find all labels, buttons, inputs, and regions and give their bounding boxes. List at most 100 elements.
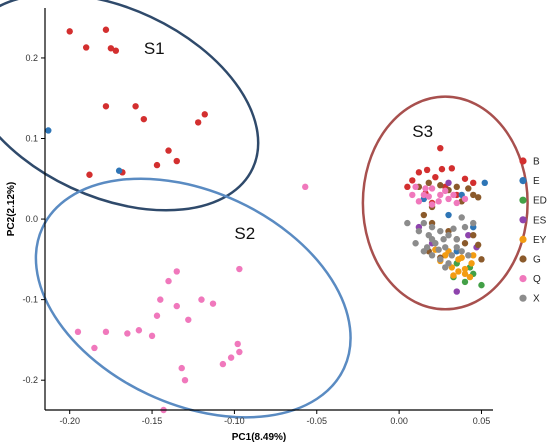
point-e (445, 211, 452, 219)
point-b (86, 171, 93, 178)
point-q (219, 360, 227, 368)
legend-label-b: B (533, 157, 540, 168)
point-q (428, 185, 436, 192)
x-axis-ticks: -0.20 -0.15 -0.10 -0.05 0.00 0.05 (59, 410, 490, 426)
point-x (445, 231, 452, 239)
point-b (201, 111, 208, 118)
cluster-ellipses (0, 0, 529, 419)
point-b (82, 44, 90, 51)
axes: -0.20 -0.15 -0.10 -0.05 0.00 0.05 -0.2 -0.1 0.0… (6, 8, 493, 443)
point-q (420, 191, 428, 199)
point-x (465, 252, 472, 259)
x-tick-label: 0.00 (390, 416, 408, 426)
point-ed (478, 281, 485, 289)
point-ey (450, 272, 457, 279)
point-q (425, 193, 432, 200)
legend: BE ED ES EY GQX (519, 157, 547, 305)
point-es (445, 179, 452, 187)
point-q (450, 191, 457, 199)
legend-swatch-ed (519, 196, 527, 204)
point-q (148, 332, 156, 340)
point-q (234, 340, 241, 348)
point-b (112, 47, 120, 54)
y-tick-label: 0.1 (25, 134, 38, 144)
x-tick-label: -0.10 (224, 416, 245, 426)
point-b (470, 179, 477, 187)
x-tick-label: -0.15 (142, 416, 163, 426)
legend-label-ey: EY (533, 235, 547, 246)
point-x (428, 223, 436, 231)
point-b (132, 103, 139, 110)
point-b (423, 166, 431, 174)
legend-label-x: X (533, 294, 540, 305)
point-ey (470, 252, 477, 259)
point-x (453, 244, 460, 251)
cluster-ellipse-s1 (0, 0, 260, 212)
point-g (470, 231, 477, 239)
point-e (45, 127, 52, 134)
legend-swatch-g (519, 255, 527, 263)
point-q (415, 198, 423, 205)
legend-swatch-b (519, 157, 527, 165)
point-x (458, 248, 465, 255)
point-x (440, 236, 447, 243)
point-b (432, 173, 439, 181)
point-b (194, 119, 202, 126)
point-q (236, 348, 243, 356)
point-b (165, 147, 172, 154)
cluster-label-s3: S3 (412, 122, 433, 141)
cluster-label-s1: S1 (144, 39, 165, 58)
point-q (135, 327, 143, 334)
x-tick-label: -0.05 (307, 416, 328, 426)
point-b (415, 169, 423, 176)
legend-label-g: G (533, 255, 541, 266)
point-x (415, 227, 423, 235)
point-ey (461, 270, 469, 278)
point-b (102, 26, 110, 33)
legend-swatch-es (519, 216, 527, 224)
point-g (470, 191, 477, 199)
point-q (153, 312, 161, 319)
point-b (102, 103, 110, 110)
point-q (422, 185, 429, 192)
point-x (412, 240, 419, 247)
point-q (412, 183, 419, 191)
point-q (445, 195, 452, 203)
point-q (209, 300, 217, 307)
x-tick-label: 0.05 (473, 416, 491, 426)
legend-label-e: E (533, 176, 540, 187)
point-g (437, 182, 444, 189)
point-g (461, 240, 469, 247)
point-b (107, 45, 115, 52)
x-axis-title: PC1(8.49%) (232, 432, 286, 443)
point-b (409, 177, 416, 184)
y-tick-label: 0.2 (25, 53, 38, 63)
point-x (428, 236, 436, 243)
point-x (428, 252, 436, 259)
point-x (448, 252, 456, 259)
point-q (178, 364, 185, 372)
y-tick-label: 0.0 (25, 214, 38, 224)
point-g (453, 183, 460, 191)
point-q (435, 198, 442, 205)
legend-label-ed: ED (533, 196, 547, 207)
point-q (428, 201, 436, 208)
point-x (461, 223, 469, 231)
point-x (442, 244, 449, 251)
legend-swatch-x (519, 294, 527, 302)
point-x (450, 225, 457, 232)
legend-label-es: ES (533, 215, 547, 226)
point-g (425, 179, 432, 187)
point-q (124, 330, 131, 337)
point-ey (461, 265, 469, 273)
point-g (478, 256, 485, 263)
point-e (115, 167, 123, 174)
point-q (157, 296, 164, 303)
point-b (153, 161, 161, 169)
cluster-ellipse-s2 (34, 177, 352, 419)
point-es (453, 288, 460, 295)
point-q (185, 316, 192, 323)
legend-swatch-ey (519, 235, 527, 243)
data-points (45, 26, 488, 414)
